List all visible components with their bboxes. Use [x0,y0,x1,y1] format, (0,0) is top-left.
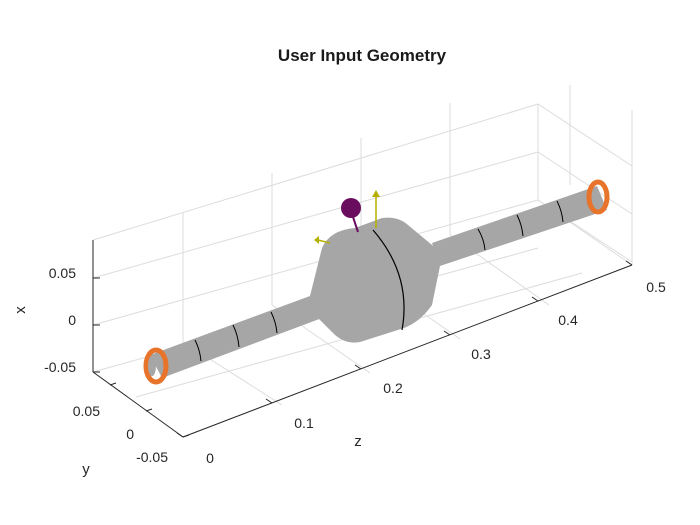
z-tick-label: 0.3 [471,346,491,362]
y-tick-label: 0 [126,426,134,442]
grid-lines [92,85,633,406]
bearing-ring-icon [586,179,610,215]
bearing-ring-icon [143,347,169,385]
x-tick-label: 0 [68,312,76,328]
z-tick-label: 0.1 [294,415,314,431]
z-tick-label: 0.2 [383,380,403,396]
figure-title: User Input Geometry [278,46,447,65]
axis-lines [92,240,633,438]
x-tick-label: -0.05 [44,359,76,375]
y-tick-label: -0.05 [136,449,168,465]
rotor-shaft [150,186,607,378]
z-tick-label: 0.5 [646,279,666,295]
z-tick-label: 0.4 [558,312,578,328]
y-tick-labels: 0.05 0 -0.05 [73,403,168,465]
shaft-right-segment [432,186,607,266]
shaft-left-segment [150,296,322,378]
y-axis-label: y [82,461,90,478]
disk-body [310,217,440,343]
x-tick-label: 0.05 [49,265,76,281]
z-tick-labels: 0 0.1 0.2 0.3 0.4 0.5 [206,279,666,466]
disk-marker-icon [341,198,361,233]
z-axis-label: z [354,433,362,450]
x-tick-labels: 0.05 0 -0.05 [44,265,76,375]
y-tick-label: 0.05 [73,403,100,419]
x-axis-label: x [12,306,29,314]
arrow-icon [314,190,380,244]
z-tick-label: 0 [206,450,214,466]
